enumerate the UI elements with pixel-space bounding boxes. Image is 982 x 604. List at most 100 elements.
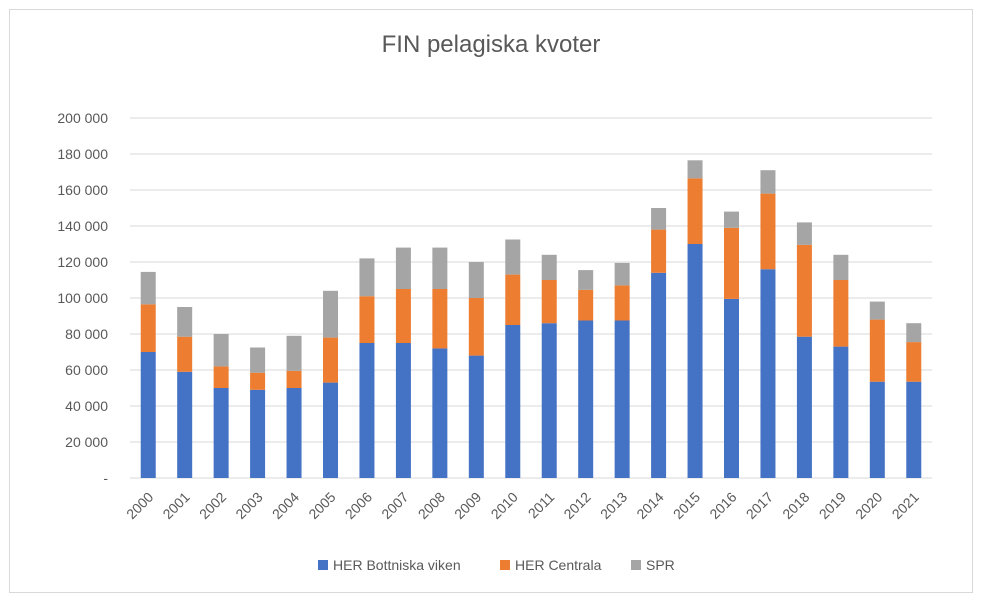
- x-tick-label: 2003: [232, 489, 265, 522]
- bar-segment-her-bottniska-viken-2006: [359, 343, 375, 478]
- x-tick-label: 2008: [415, 489, 448, 522]
- bar-segment-spr-2006: [359, 258, 375, 297]
- bar-segment-her-centrala-2008: [432, 289, 448, 349]
- bar-segment-spr-2017: [760, 170, 776, 194]
- legend-swatch: [500, 560, 510, 570]
- x-tick-label: 2015: [670, 489, 703, 522]
- x-tick-label: 2014: [633, 489, 666, 522]
- bar-segment-spr-2016: [724, 211, 739, 228]
- bar-segment-her-centrala-2011: [541, 280, 557, 324]
- x-tick-label: 2017: [743, 489, 776, 522]
- bar-segment-her-bottniska-viken-2018: [796, 336, 812, 478]
- bar-segment-her-bottniska-viken-2016: [724, 298, 739, 478]
- bar-segment-her-centrala-2019: [833, 280, 849, 347]
- x-tick-label: 2004: [269, 489, 302, 522]
- bar-segment-spr-2018: [796, 222, 812, 245]
- bar-segment-her-bottniska-viken-2020: [869, 381, 885, 478]
- bar-segment-her-bottniska-viken-2005: [323, 382, 338, 478]
- bars: [140, 160, 922, 478]
- bar-segment-her-centrala-2020: [869, 319, 885, 382]
- y-tick-label: 100 000: [57, 290, 108, 306]
- bar-segment-spr-2021: [906, 323, 922, 343]
- legend: HER Bottniska viken HER Centrala SPR: [318, 557, 675, 573]
- bar-segment-her-centrala-2006: [359, 296, 375, 343]
- bar-segment-her-centrala-2014: [651, 229, 667, 273]
- bar-segment-spr-2000: [140, 271, 156, 305]
- bar-segment-her-bottniska-viken-2019: [833, 346, 849, 478]
- y-tick-label: 180 000: [57, 146, 108, 162]
- bar-segment-her-bottniska-viken-2021: [906, 381, 922, 478]
- bar-segment-her-bottniska-viken-2008: [432, 348, 448, 478]
- legend-label: HER Bottniska viken: [333, 557, 461, 573]
- x-tick-label: 2010: [488, 489, 521, 522]
- chart-title: FIN pelagiska kvoter: [382, 31, 601, 58]
- bar-segment-her-centrala-2003: [250, 372, 266, 390]
- y-tick-label: -: [103, 470, 108, 486]
- bar-segment-her-centrala-2005: [323, 337, 338, 383]
- bar-segment-her-bottniska-viken-2000: [140, 352, 156, 478]
- bar-segment-her-centrala-2007: [395, 289, 411, 343]
- bar-segment-spr-2012: [578, 270, 594, 290]
- bar-segment-her-centrala-2018: [796, 244, 812, 337]
- x-tick-label: 2002: [196, 489, 229, 522]
- bar-segment-spr-2020: [869, 301, 885, 320]
- bar-segment-her-bottniska-viken-2010: [505, 325, 521, 478]
- bar-segment-her-bottniska-viken-2009: [468, 355, 484, 478]
- y-tick-label: 140 000: [57, 218, 108, 234]
- x-axis-tick-labels: 2000 2001 2002 2003 2004 2005 2006 2007 2008 2009…: [123, 489, 922, 522]
- bar-segment-spr-2013: [614, 262, 630, 286]
- bar-segment-her-centrala-2021: [906, 342, 922, 382]
- bar-segment-spr-2002: [213, 334, 229, 367]
- bar-segment-her-centrala-2013: [614, 285, 630, 321]
- x-tick-label: 2000: [123, 489, 156, 522]
- y-axis-tick-labels: - 20 000 40 000 60 000 80 000 100 000 120 000 1…: [57, 110, 108, 486]
- x-tick-label: 2021: [889, 489, 922, 522]
- legend-swatch: [318, 560, 328, 570]
- x-tick-label: 2005: [305, 489, 338, 522]
- bar-segment-her-bottniska-viken-2017: [760, 269, 776, 478]
- bar-segment-spr-2009: [468, 262, 484, 298]
- x-tick-label: 2007: [378, 489, 411, 522]
- bar-segment-spr-2004: [286, 335, 302, 371]
- bar-segment-her-bottniska-viken-2003: [250, 389, 266, 478]
- bar-segment-her-bottniska-viken-2012: [578, 320, 594, 478]
- bar-segment-spr-2019: [833, 254, 849, 280]
- bar-segment-her-centrala-2016: [724, 227, 739, 299]
- x-tick-label: 2009: [451, 489, 484, 522]
- bar-segment-her-bottniska-viken-2001: [177, 371, 193, 478]
- bar-segment-her-bottniska-viken-2007: [395, 343, 411, 478]
- bar-segment-spr-2007: [395, 247, 411, 289]
- bar-segment-spr-2010: [505, 239, 521, 275]
- bar-segment-her-bottniska-viken-2014: [651, 272, 667, 478]
- bar-segment-her-centrala-2001: [177, 336, 193, 372]
- bar-segment-spr-2003: [250, 347, 266, 373]
- x-tick-label: 2012: [560, 489, 593, 522]
- legend-label: HER Centrala: [515, 557, 602, 573]
- x-tick-label: 2013: [597, 489, 630, 522]
- bar-segment-her-centrala-2010: [505, 274, 521, 325]
- x-tick-label: 2018: [779, 489, 812, 522]
- bar-segment-spr-2005: [323, 290, 338, 338]
- bar-segment-her-bottniska-viken-2002: [213, 388, 229, 478]
- bar-segment-spr-2008: [432, 247, 448, 289]
- y-tick-label: 40 000: [65, 398, 108, 414]
- bar-segment-her-centrala-2015: [687, 178, 703, 244]
- bar-segment-spr-2001: [177, 307, 193, 337]
- bar-segment-her-centrala-2009: [468, 298, 484, 356]
- bar-segment-her-bottniska-viken-2004: [286, 388, 302, 478]
- bar-segment-her-centrala-2017: [760, 193, 776, 270]
- y-tick-label: 20 000: [65, 434, 108, 450]
- y-tick-label: 80 000: [65, 326, 108, 342]
- bar-segment-spr-2015: [687, 160, 703, 179]
- bar-segment-spr-2011: [541, 254, 557, 280]
- x-tick-label: 2019: [816, 489, 849, 522]
- x-tick-label: 2016: [706, 489, 739, 522]
- bar-segment-her-centrala-2012: [578, 289, 594, 321]
- x-tick-label: 2020: [852, 489, 885, 522]
- legend-label: SPR: [646, 557, 675, 573]
- bar-segment-her-bottniska-viken-2011: [541, 323, 557, 478]
- bar-segment-spr-2014: [651, 208, 667, 230]
- bar-segment-her-centrala-2000: [140, 304, 156, 352]
- bar-segment-her-centrala-2004: [286, 370, 302, 388]
